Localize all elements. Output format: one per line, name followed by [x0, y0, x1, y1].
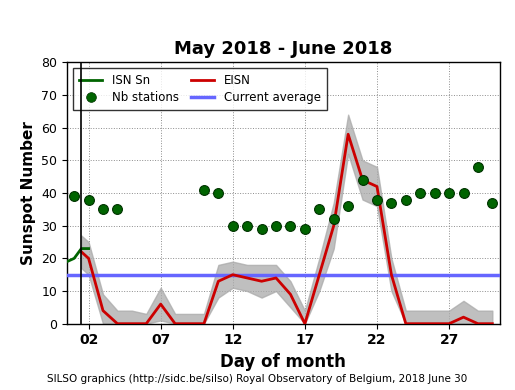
Point — [330, 216, 338, 222]
Point — [272, 223, 280, 229]
Point — [416, 190, 424, 196]
Point — [301, 226, 309, 232]
Point — [488, 200, 496, 206]
Point — [315, 206, 323, 213]
Point — [113, 206, 122, 213]
Point — [344, 203, 352, 209]
Point — [229, 223, 237, 229]
Point — [243, 223, 251, 229]
Point — [474, 164, 482, 170]
Point — [286, 223, 295, 229]
Title: May 2018 - June 2018: May 2018 - June 2018 — [174, 40, 392, 58]
Point — [214, 190, 222, 196]
Point — [70, 193, 78, 199]
Point — [373, 197, 381, 203]
Y-axis label: Sunspot Number: Sunspot Number — [21, 121, 36, 265]
Point — [402, 197, 410, 203]
Point — [445, 190, 453, 196]
Legend: ISN Sn, Nb stations, EISN, Current average: ISN Sn, Nb stations, EISN, Current avera… — [73, 68, 327, 110]
Point — [358, 177, 367, 183]
Point — [99, 206, 107, 213]
Text: SILSO graphics (http://sidc.be/silso) Royal Observatory of Belgium, 2018 June 30: SILSO graphics (http://sidc.be/silso) Ro… — [47, 374, 468, 384]
Point — [258, 226, 266, 232]
Point — [84, 197, 93, 203]
Point — [387, 200, 396, 206]
X-axis label: Day of month: Day of month — [220, 353, 346, 371]
Point — [459, 190, 468, 196]
Point — [431, 190, 439, 196]
Point — [200, 187, 208, 193]
